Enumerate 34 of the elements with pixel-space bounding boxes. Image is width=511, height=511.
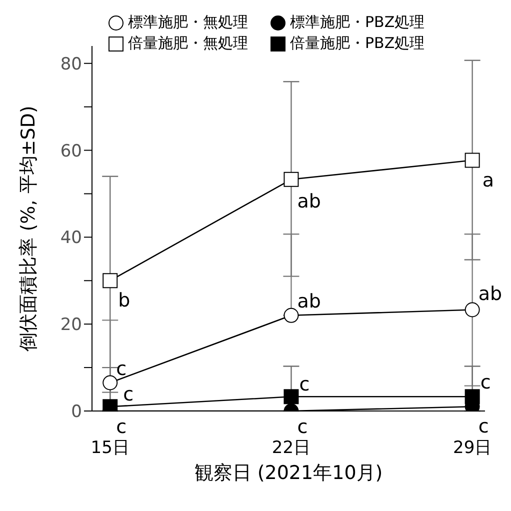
annotation: ab	[297, 290, 321, 312]
y-tick-label: 60	[60, 141, 82, 162]
x-tick-label: 15日	[90, 438, 130, 458]
point	[464, 152, 480, 168]
legend-label: 倍量施肥・PBZ処理	[289, 33, 425, 54]
annotation: c	[116, 358, 127, 380]
legend-label: 標準施肥・PBZ処理	[289, 12, 425, 33]
y-tick-label: 80	[60, 54, 82, 74]
annotation: c	[297, 416, 308, 438]
point	[284, 308, 299, 323]
annotation: ab	[297, 190, 321, 212]
y-tick-label: 0	[71, 402, 82, 422]
annotation: c	[123, 384, 134, 406]
x-axis-title: 観察日 (2021年10月)	[194, 462, 383, 484]
x-tick-label: 29日	[453, 438, 492, 458]
legend-label: 倍量施肥・無処理	[127, 33, 248, 54]
annotation: c	[299, 374, 310, 396]
y-tick-label: 40	[60, 228, 82, 248]
annotation: b	[118, 290, 130, 312]
annotation: c	[478, 416, 489, 438]
y-tick-label: 20	[60, 315, 82, 336]
point	[284, 172, 299, 187]
annotation: ab	[478, 282, 502, 305]
point	[102, 273, 118, 288]
annotation: c	[116, 416, 127, 438]
legend-label: 標準施肥・無処理	[127, 12, 248, 33]
y-axis-title: 倒伏面積比率 (%, 平均±SD)	[18, 106, 40, 352]
annotation: c	[480, 372, 491, 394]
point	[464, 389, 480, 404]
point	[102, 375, 118, 390]
x-tick-label: 22日	[272, 438, 311, 458]
point	[464, 302, 480, 318]
point	[284, 389, 299, 404]
annotation: a	[482, 169, 494, 192]
